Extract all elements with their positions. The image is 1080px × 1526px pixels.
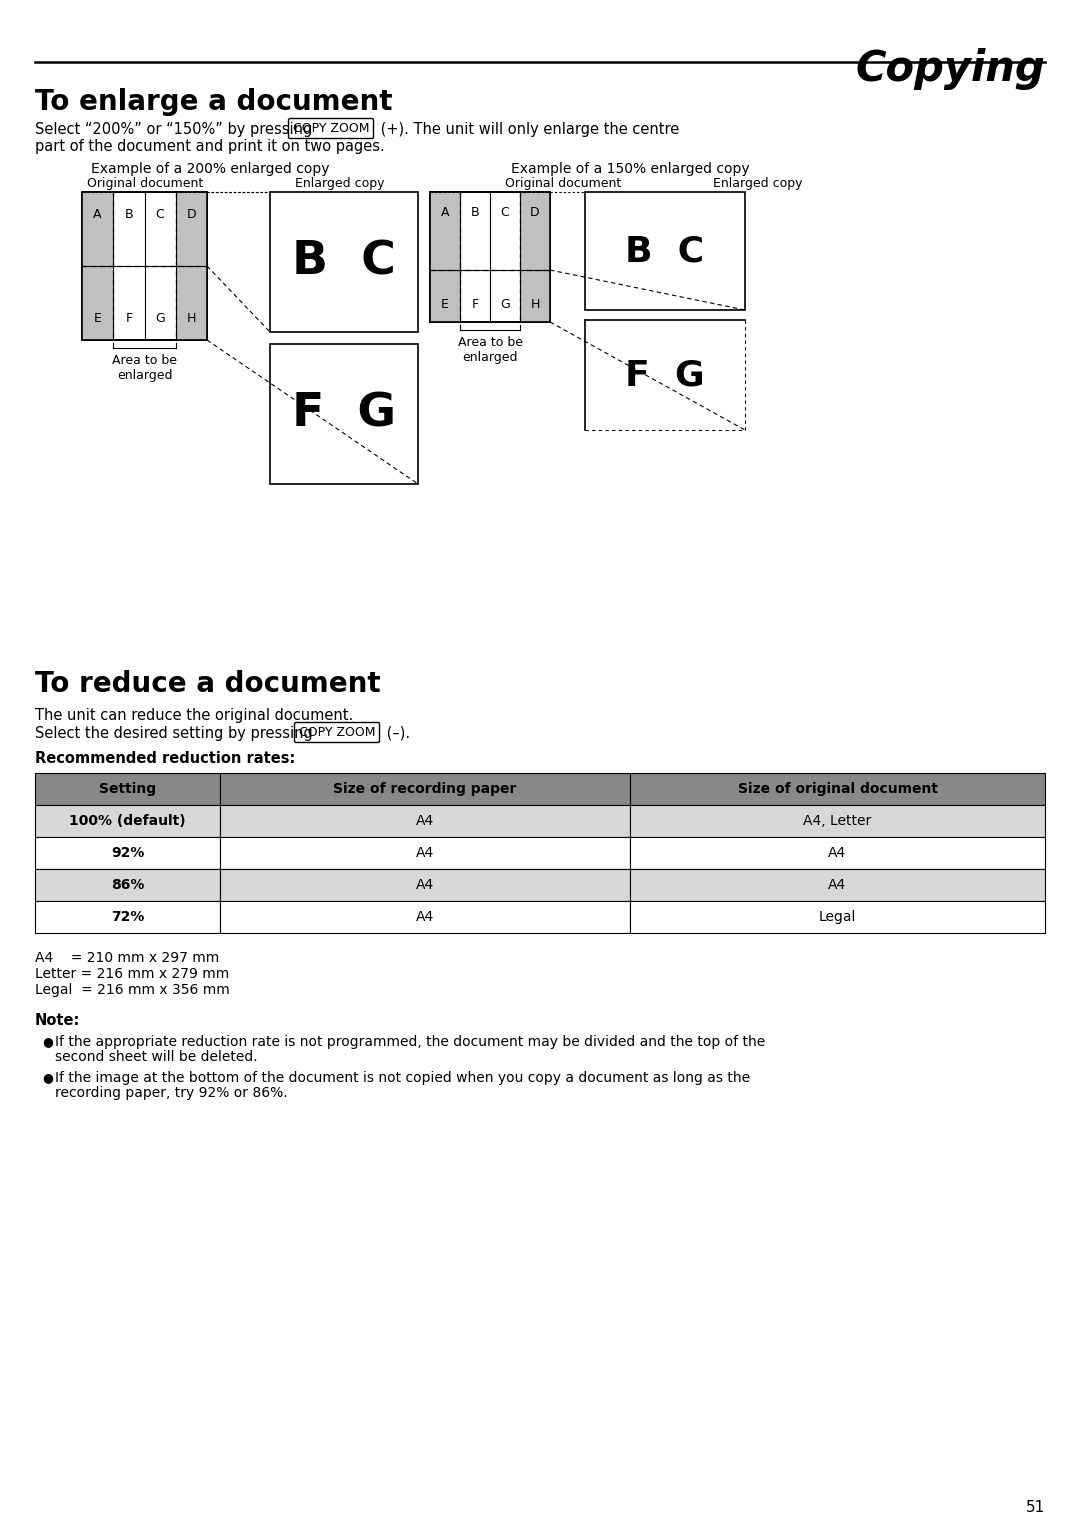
Text: A4: A4 [416, 813, 434, 829]
Text: Size of recording paper: Size of recording paper [334, 781, 516, 797]
FancyBboxPatch shape [295, 722, 379, 743]
Bar [176, 192, 207, 340]
Text: (–).: (–). [382, 726, 410, 742]
Text: Copying: Copying [855, 47, 1045, 90]
Text: A4: A4 [416, 845, 434, 861]
Bar [220, 900, 630, 932]
Bar [82, 192, 207, 340]
Text: A4, Letter: A4, Letter [804, 813, 872, 829]
Bar [270, 343, 418, 484]
Bar [630, 836, 1045, 868]
Text: Enlarged copy: Enlarged copy [295, 177, 384, 191]
FancyBboxPatch shape [288, 119, 374, 139]
Bar [35, 868, 220, 900]
Bar [35, 836, 220, 868]
Text: D: D [530, 206, 540, 218]
Text: Example of a 150% enlarged copy: Example of a 150% enlarged copy [511, 162, 750, 175]
Text: G: G [500, 298, 510, 310]
Text: Size of original document: Size of original document [738, 781, 937, 797]
Text: Original document: Original document [86, 177, 203, 191]
Text: ●: ● [42, 1071, 53, 1083]
Bar [220, 774, 630, 806]
Text: 72%: 72% [111, 909, 145, 925]
Text: C: C [156, 208, 164, 220]
Text: 51: 51 [1026, 1500, 1045, 1515]
Text: Note:: Note: [35, 1013, 80, 1029]
Text: COPY ZOOM: COPY ZOOM [299, 726, 375, 739]
Bar [35, 774, 220, 806]
Bar [430, 192, 550, 322]
Text: COPY ZOOM: COPY ZOOM [293, 122, 369, 134]
Text: Example of a 200% enlarged copy: Example of a 200% enlarged copy [91, 162, 329, 175]
Bar [82, 192, 207, 340]
Text: C: C [501, 206, 510, 218]
Text: recording paper, try 92% or 86%.: recording paper, try 92% or 86%. [55, 1087, 287, 1100]
Text: F  G: F G [625, 359, 705, 392]
Bar [630, 774, 1045, 806]
Text: part of the document and print it on two pages.: part of the document and print it on two… [35, 139, 384, 154]
Text: Letter = 216 mm x 279 mm: Letter = 216 mm x 279 mm [35, 967, 229, 981]
Bar [35, 900, 220, 932]
Bar [630, 900, 1045, 932]
Bar [270, 192, 418, 333]
Text: H: H [530, 298, 540, 310]
Text: Recommended reduction rates:: Recommended reduction rates: [35, 751, 295, 766]
Text: A4: A4 [828, 845, 847, 861]
Text: F: F [472, 298, 478, 310]
Bar [220, 868, 630, 900]
Text: A4: A4 [828, 877, 847, 893]
Text: D: D [187, 208, 197, 220]
Text: Area to be
enlarged: Area to be enlarged [112, 354, 177, 382]
Text: A: A [441, 206, 449, 218]
Text: To reduce a document: To reduce a document [35, 670, 380, 697]
Bar [519, 192, 550, 322]
Text: Area to be
enlarged: Area to be enlarged [458, 336, 523, 365]
Text: ●: ● [42, 1035, 53, 1048]
Text: To enlarge a document: To enlarge a document [35, 89, 392, 116]
Bar [220, 806, 630, 836]
Text: B  C: B C [292, 240, 396, 284]
Text: E: E [94, 311, 102, 325]
Text: A4: A4 [416, 877, 434, 893]
Text: Enlarged copy: Enlarged copy [713, 177, 802, 191]
Text: B  C: B C [625, 233, 704, 269]
Bar [630, 868, 1045, 900]
Text: B: B [124, 208, 133, 220]
Text: The unit can reduce the original document.: The unit can reduce the original documen… [35, 708, 353, 723]
Text: If the image at the bottom of the document is not copied when you copy a documen: If the image at the bottom of the docume… [55, 1071, 751, 1085]
Text: E: E [441, 298, 449, 310]
Text: 92%: 92% [111, 845, 145, 861]
Text: If the appropriate reduction rate is not programmed, the document may be divided: If the appropriate reduction rate is not… [55, 1035, 766, 1048]
Text: F  G: F G [292, 392, 396, 436]
Text: Select the desired setting by pressing: Select the desired setting by pressing [35, 726, 318, 742]
Text: (+). The unit will only enlarge the centre: (+). The unit will only enlarge the cent… [376, 122, 679, 137]
Text: B: B [471, 206, 480, 218]
Bar [220, 836, 630, 868]
Text: Select “200%” or “150%” by pressing: Select “200%” or “150%” by pressing [35, 122, 316, 137]
Text: second sheet will be deleted.: second sheet will be deleted. [55, 1050, 258, 1064]
Bar [82, 192, 113, 340]
Text: A4    = 210 mm x 297 mm: A4 = 210 mm x 297 mm [35, 951, 219, 964]
Text: 86%: 86% [111, 877, 145, 893]
Text: A: A [93, 208, 102, 220]
Text: Original document: Original document [504, 177, 621, 191]
Text: A4: A4 [416, 909, 434, 925]
Bar [630, 806, 1045, 836]
Text: G: G [156, 311, 165, 325]
Text: F: F [125, 311, 133, 325]
Bar [430, 192, 460, 322]
Text: 100% (default): 100% (default) [69, 813, 186, 829]
Text: Legal: Legal [819, 909, 856, 925]
Text: Setting: Setting [99, 781, 157, 797]
Text: Legal  = 216 mm x 356 mm: Legal = 216 mm x 356 mm [35, 983, 230, 996]
Bar [35, 806, 220, 836]
Bar [430, 192, 550, 322]
Text: H: H [187, 311, 197, 325]
Bar [585, 192, 745, 310]
